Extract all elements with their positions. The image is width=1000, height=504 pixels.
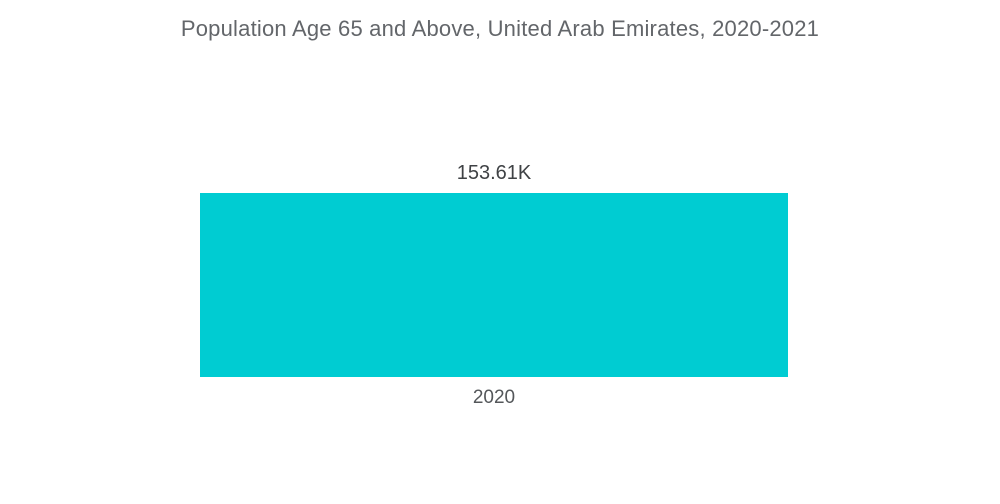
bar-value-label: 153.61K (456, 162, 532, 184)
x-tick-label-2020: 2020 (472, 387, 516, 408)
chart-title: Population Age 65 and Above, United Arab… (180, 16, 820, 41)
bar-2020[interactable] (200, 193, 788, 377)
